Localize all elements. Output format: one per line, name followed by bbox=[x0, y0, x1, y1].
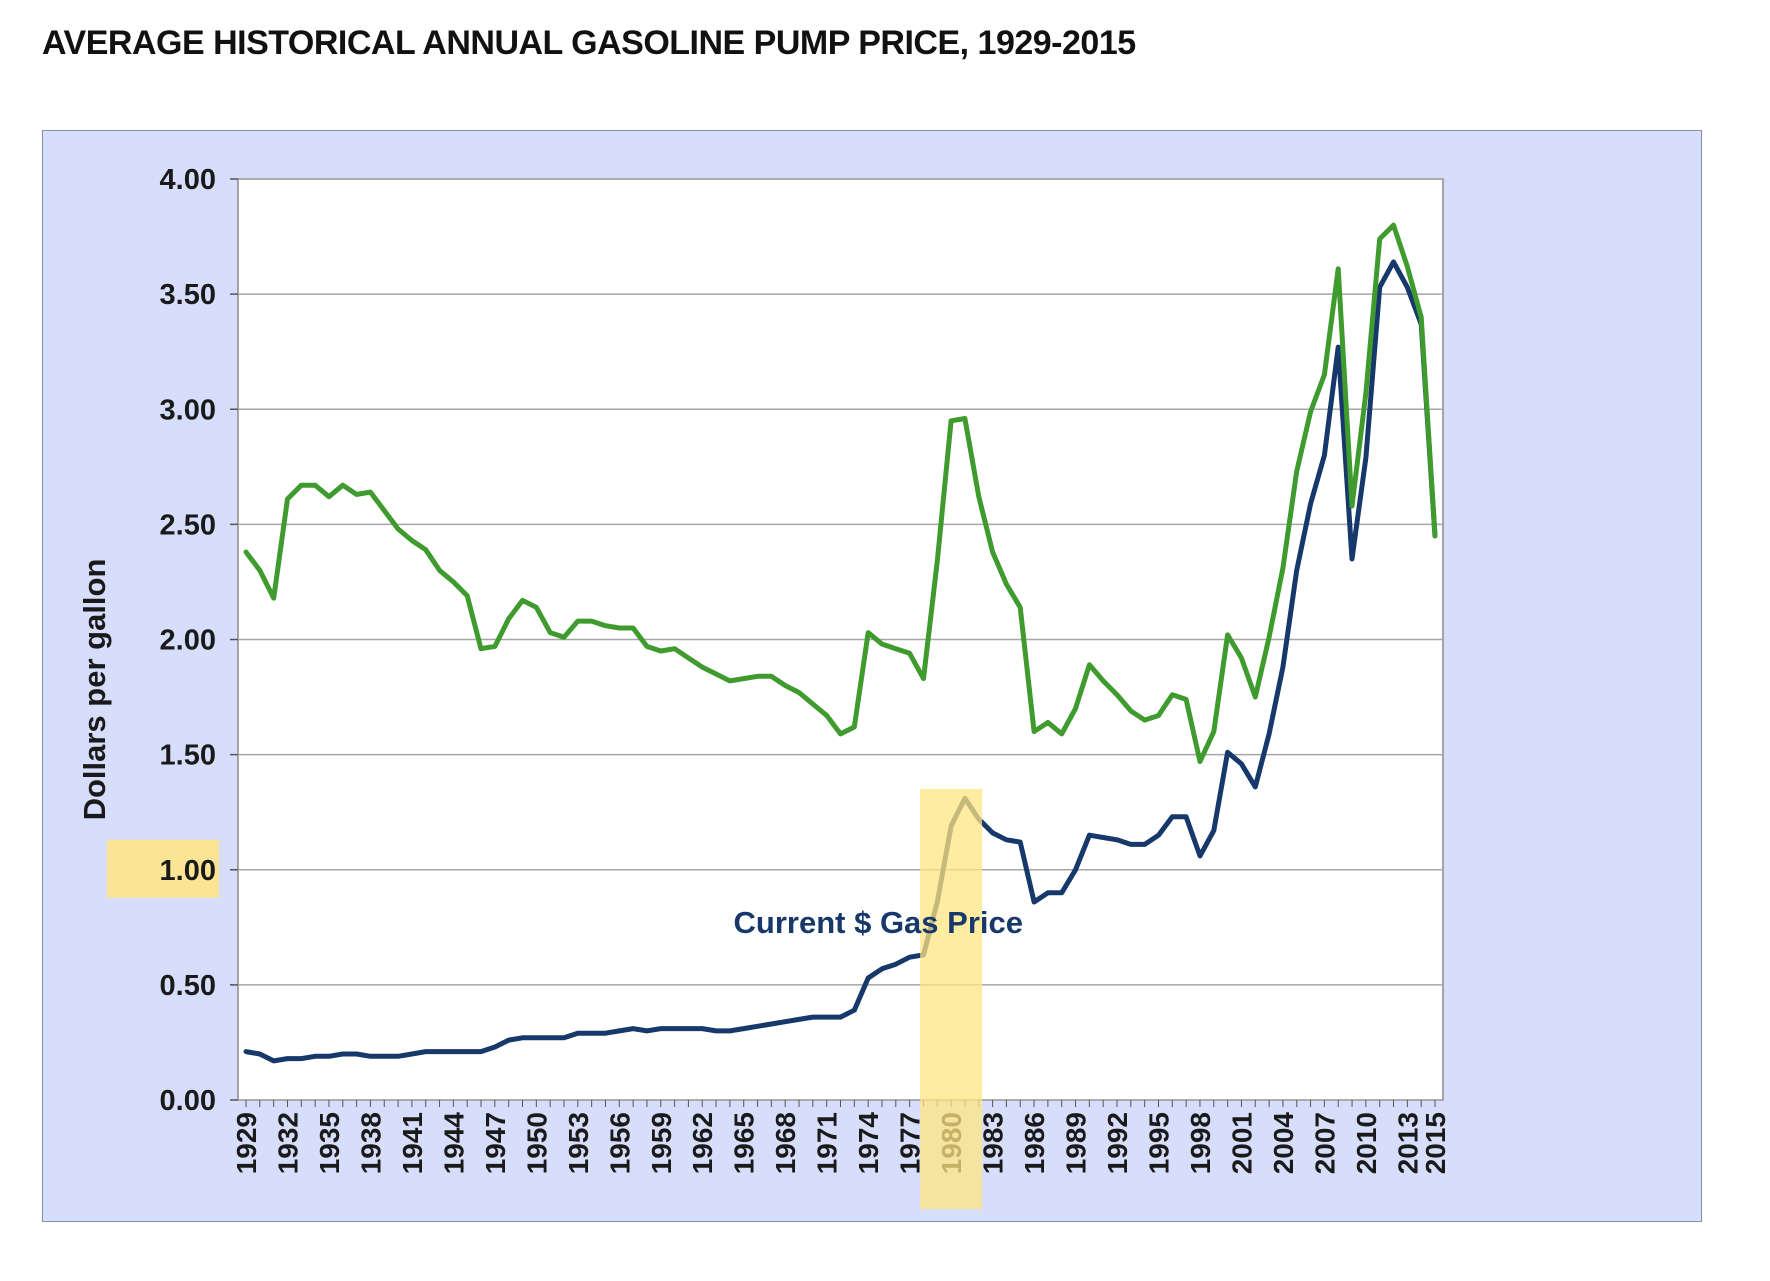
x-tick-label: 1986 bbox=[1019, 1112, 1050, 1174]
x-tick-label: 2007 bbox=[1309, 1112, 1340, 1174]
current-price-annotation: Current $ Gas Price bbox=[734, 905, 1023, 940]
x-tick-label: 1965 bbox=[729, 1112, 760, 1174]
x-tick-label: 2015 bbox=[1420, 1112, 1451, 1174]
y-tick-label: 2.50 bbox=[160, 509, 216, 541]
x-tick-label: 1995 bbox=[1143, 1112, 1174, 1174]
x-tick-label: 1929 bbox=[231, 1112, 262, 1174]
x-tick-label: 1989 bbox=[1061, 1112, 1092, 1174]
y-tick-label: 0.50 bbox=[160, 970, 216, 1002]
x-tick-label: 1947 bbox=[480, 1112, 511, 1174]
chart-frame: 0.00 0.50 1.00 1.50 2.00 2.50 3.00 3.50 4.00 1929… bbox=[42, 130, 1702, 1222]
x-tick-label: 1983 bbox=[978, 1112, 1009, 1174]
x-tick-label: 1962 bbox=[687, 1112, 718, 1174]
y-tick-label: 3.50 bbox=[160, 279, 216, 311]
gas-price-line-chart: 0.00 0.50 1.00 1.50 2.00 2.50 3.00 3.50 4.00 1929… bbox=[77, 164, 1451, 1209]
year-highlight-band bbox=[920, 789, 983, 1209]
page-title: AVERAGE HISTORICAL ANNUAL GASOLINE PUMP … bbox=[42, 24, 1136, 62]
series-line-current bbox=[243, 259, 1438, 1064]
x-tick-label: 2010 bbox=[1351, 1112, 1382, 1174]
y-tick-label: 1.50 bbox=[160, 740, 216, 772]
x-tick-label: 1944 bbox=[438, 1112, 469, 1175]
x-tick-label: 1935 bbox=[314, 1112, 345, 1174]
x-tick-label: 2001 bbox=[1226, 1112, 1257, 1174]
x-tick-label: 1938 bbox=[355, 1112, 386, 1174]
x-tick-label: 1992 bbox=[1102, 1112, 1133, 1174]
x-tick-label: 1932 bbox=[272, 1112, 303, 1174]
x-tick-label: 2004 bbox=[1268, 1112, 1299, 1175]
y-tick-label: 4.00 bbox=[160, 164, 216, 196]
y-tick-highlight bbox=[107, 839, 219, 898]
x-tick-label: 1953 bbox=[563, 1112, 594, 1174]
x-tick-label: 1968 bbox=[770, 1112, 801, 1174]
series-line-real bbox=[243, 222, 1438, 764]
x-tick-label: 1941 bbox=[397, 1112, 428, 1174]
x-tick-label: 1959 bbox=[646, 1112, 677, 1174]
y-tick-label: 2.00 bbox=[160, 625, 216, 657]
y-tick-label: 1.00 bbox=[160, 855, 216, 887]
y-tick-label: 3.00 bbox=[160, 394, 216, 426]
y-tick-label: 0.00 bbox=[160, 1085, 216, 1117]
x-tick-label: 1956 bbox=[604, 1112, 635, 1174]
x-tick-label: 1971 bbox=[812, 1112, 843, 1174]
y-axis-label: Dollars per gallon bbox=[77, 559, 112, 821]
x-tick-label: 1974 bbox=[853, 1112, 884, 1175]
x-tick-label: 1998 bbox=[1185, 1112, 1216, 1174]
x-tick-label: 1950 bbox=[521, 1112, 552, 1174]
x-tick-label: 2013 bbox=[1392, 1112, 1423, 1174]
